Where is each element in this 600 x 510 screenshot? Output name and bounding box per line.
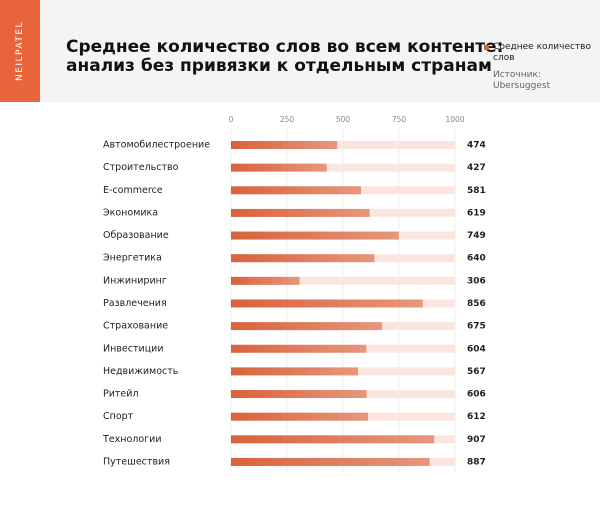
bar-track: [231, 163, 455, 172]
bar-track: [231, 276, 455, 285]
category-label: Автомобилестроение: [103, 140, 210, 151]
value-label: 675: [467, 322, 486, 332]
x-tick-label: 0: [229, 115, 234, 124]
legend-label: Среднее количество слов: [493, 42, 591, 63]
category-label: Энергетика: [103, 253, 162, 264]
category-label: Развлечения: [103, 298, 167, 309]
category-label: Образование: [103, 230, 169, 241]
header: NEILPATEL Среднее количество слов во все…: [0, 0, 600, 102]
value-label: 619: [467, 208, 486, 218]
category-label: Ритейл: [103, 389, 139, 400]
bar: [231, 141, 338, 149]
title-line: Среднее количество слов во всем контенте…: [66, 37, 504, 57]
bar: [231, 344, 367, 353]
value-label: 907: [467, 435, 486, 445]
x-tick-label: 1000: [445, 115, 464, 124]
brand: NEILPATEL: [15, 20, 25, 82]
bar: [231, 163, 327, 172]
bar: [231, 367, 359, 376]
value-label: 640: [467, 254, 486, 264]
legend: Среднее количество слов Источник: Ubersu…: [484, 42, 596, 92]
category-label: Инжиниринг: [103, 275, 167, 286]
category-label: Экономика: [103, 207, 158, 218]
category-label: Технологии: [102, 434, 162, 445]
category-label: Путешествия: [103, 456, 170, 467]
bar: [231, 322, 383, 331]
bar: [231, 186, 362, 195]
source: Источник: Ubersuggest: [493, 70, 551, 91]
value-label: 427: [467, 163, 486, 173]
title-line: анализ без привязки к отдельным странам: [66, 56, 492, 76]
category-label: Строительство: [103, 162, 179, 173]
brand-strip: NEILPATEL: [0, 0, 40, 102]
bar: [231, 390, 367, 399]
bar: [231, 457, 430, 466]
value-label: 887: [467, 457, 486, 467]
value-label: 856: [467, 299, 486, 309]
bar: [231, 254, 375, 263]
bar-track: [231, 141, 455, 149]
x-tick-label: 750: [392, 115, 407, 124]
legend-swatch: [484, 45, 489, 50]
bar: [231, 435, 435, 444]
category-label: Спорт: [103, 411, 134, 422]
category-label: Недвижимость: [103, 366, 179, 377]
x-tick-label: 500: [336, 115, 351, 124]
category-label: Инвестиции: [103, 343, 164, 354]
bar: [231, 276, 300, 285]
bar: [231, 208, 370, 217]
value-label: 306: [467, 276, 486, 286]
category-label: Страхование: [103, 321, 168, 332]
chart-title: Среднее количество слов во всем контенте…: [66, 38, 503, 76]
bar: [231, 299, 423, 308]
value-label: 612: [467, 412, 486, 422]
value-label: 567: [467, 367, 486, 377]
bar: [231, 231, 399, 240]
value-label: 474: [467, 141, 486, 151]
value-label: 581: [467, 186, 486, 196]
value-label: 606: [467, 390, 486, 400]
value-label: 749: [467, 231, 486, 241]
x-tick-label: 250: [280, 115, 295, 124]
bar: [231, 412, 369, 421]
category-label: E-commerce: [103, 185, 163, 196]
value-label: 604: [467, 344, 486, 354]
